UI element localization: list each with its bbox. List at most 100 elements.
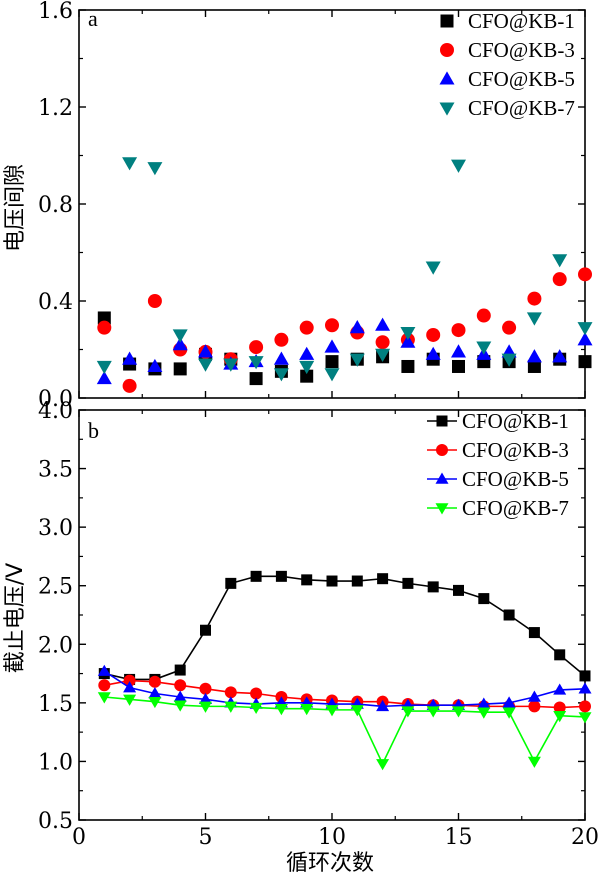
panel-a-series-cfo-kb-5-point [299,346,315,360]
panel-a-series-cfo-kb-7-point [198,358,213,372]
panel-a-series-cfo-kb-1-legend-marker [440,14,454,28]
panel-b-ytick-label: 0.5 [38,809,73,834]
panel-b-series-cfo-kb-5-line [103,670,586,708]
panel-a-series-cfo-kb-3-point [451,323,466,338]
panel-a-series-cfo-kb-7-point [375,348,391,363]
panel-a-series-cfo-kb-5-point [198,344,213,358]
panel-b-series-cfo-kb-5-point [502,696,516,708]
panel-b-ytick-label: 3.0 [38,516,73,541]
panel-b-series-cfo-kb-7-point [376,759,390,771]
panel-b-series-cfo-kb-5-point [148,687,162,699]
panel-b-series-cfo-kb-3-legend-marker [436,444,448,456]
panel-b-label: b [88,418,99,443]
panel-a-series-cfo-kb-1-point [325,355,339,369]
panel-a-series-cfo-kb-5-point [122,351,138,365]
panel-b-series-cfo-kb-7-point [300,704,314,716]
panel-b-series-cfo-kb-3-point [250,687,263,700]
panel-a-series-cfo-kb-7-point [501,353,517,367]
panel-a-series-cfo-kb-7-point [273,368,289,382]
panel-a-series-cfo-kb-3-point [147,294,162,308]
panel-a-series-cfo-kb-1-point [452,359,465,373]
panel-b-series-cfo-kb-1-legend-label: CFO@KB-1 [462,409,569,433]
x-tick-label: 10 [318,825,346,850]
panel-a-ytick-label: 1.6 [38,0,73,24]
panel-b-plot: 0.5 1.0 1.5 2.0 2.5 3.0 3.5 4.0 0 5 10 15 20 CFO@KB-1… [38,399,599,850]
panel-b-series-cfo-kb-7-line [104,696,586,766]
panel-b-series-cfo-kb-1-point [427,581,439,593]
panel-a-series-cfo-kb-7-point [248,356,264,370]
panel-a: a 电压间隙 [3,6,98,252]
panel-b-series-cfo-kb-7-point [477,707,491,719]
panel-b-series-cfo-kb-3-point [224,686,237,699]
panel-a-plot: 0.0 0.4 0.8 1.2 1.6 CFO@KB-1 CFO@KB-3 CFO@KB-5 C… [38,0,593,412]
panel-a-series-cfo-kb-3-legend-label: CFO@KB-3 [468,38,575,62]
panel-a-ytick-label: 1.2 [38,96,73,121]
panel-a-series-cfo-kb-7-point [552,254,568,268]
panel-b-series-cfo-kb-1-point [402,577,414,589]
panel-b-series-cfo-kb-5-point [199,692,212,705]
panel-b-series-cfo-kb-3: CFO@KB-3 [98,438,591,714]
panel-a-series-cfo-kb-1-point [97,311,111,325]
panel-a-series-cfo-kb-7-point [223,358,239,372]
panel-b-series-cfo-kb-1-point [579,670,591,682]
panel-b-series-cfo-kb-7-point [199,701,212,713]
panel-b-series-cfo-kb-1-point [478,593,490,605]
panel-b-series-cfo-kb-1-legend-marker [436,415,448,427]
panel-b-series-cfo-kb-5-legend-marker [435,472,449,484]
panel-b-series-cfo-kb-7-point [97,692,111,704]
x-tick-label: 15 [445,825,473,850]
panel-a-series-cfo-kb-3-point [325,318,339,333]
panel-a-series-cfo-kb-3-point [578,267,592,282]
panel-b-series-cfo-kb-1-point [351,575,363,587]
panel-b-series-cfo-kb-3-point [528,700,541,713]
x-tick-label: 0 [72,825,86,850]
panel-b-series-cfo-kb-7: CFO@KB-7 [97,496,592,771]
panel-a-ylabel: 电压间隙 [3,164,28,252]
panel-a-series-cfo-kb-7-point [400,326,416,341]
panel-b-series-cfo-kb-7-point [527,756,541,768]
panel-a-series-cfo-kb-5-legend-label: CFO@KB-5 [468,67,575,91]
panel-a-series-cfo-kb-7-legend-label: CFO@KB-7 [468,96,575,120]
panel-b-series-cfo-kb-3-point [123,674,136,687]
panel-a-series-cfo-kb-1: CFO@KB-1 [97,9,592,386]
panel-b-series-cfo-kb-7-point [578,712,592,724]
panel-b-series-cfo-kb-1-point [250,570,262,582]
panel-b-series-cfo-kb-3-point [579,700,591,713]
panel-a-series-cfo-kb-7-point [122,157,138,171]
panel-a-series-cfo-kb-3-point [552,272,567,287]
panel-a-series-cfo-kb-5-point [451,344,466,358]
panel-b-series-cfo-kb-1-point [528,627,540,639]
panel-a-series-cfo-kb-5-point [552,349,568,363]
panel-b-ytick-label: 1.0 [38,750,73,775]
panel-a-series-cfo-kb-3-point [426,327,441,342]
panel-a-ytick-label: 0.4 [38,290,73,315]
panel-b-ytick-label: 4.0 [38,399,73,424]
panel-a-series-cfo-kb-3-point [476,308,491,323]
panel-a-series-cfo-kb-5-point [147,358,163,373]
panel-a-series-cfo-kb-5-point [96,370,112,385]
panel-b-ytick-label: 1.5 [38,692,73,717]
panel-b-series-cfo-kb-7-legend-label: CFO@KB-7 [462,496,569,520]
panel-b-series-cfo-kb-1-point [503,609,515,621]
panel-b-series-cfo-kb-1-point [275,570,287,582]
panel-a-series-cfo-kb-7: CFO@KB-7 [96,96,593,382]
panel-b-series-cfo-kb-7-point [224,701,238,713]
panel-a-ytick-label: 0.0 [38,387,73,412]
panel-b-series-cfo-kb-7-point [325,705,339,717]
panel-b-series-cfo-kb-7-point [148,696,162,709]
panel-b-series-cfo-kb-1-point [326,575,338,587]
panel-b-series-cfo-kb-7-point [452,706,465,718]
panel-b-series-cfo-kb-1-point [301,574,313,586]
panel-a-series-cfo-kb-5-point [273,351,289,365]
panel-b-series-cfo-kb-7-point [502,707,516,719]
panel-b-ylabel: 截止电压/V [3,563,28,673]
panel-a-series-cfo-kb-5-point [324,339,340,353]
panel-b-series-cfo-kb-5-point [553,683,567,695]
panel-b-series-cfo-kb-1-point [554,649,566,661]
panel-a-series-cfo-kb-5: CFO@KB-5 [96,67,593,385]
panel-a-series-cfo-kb-5-point [172,336,188,351]
panel-a-series-cfo-kb-7-point [425,261,441,275]
panel-b-series-cfo-kb-7-point [401,706,415,718]
panel-a-series-cfo-kb-3-point [299,320,314,335]
